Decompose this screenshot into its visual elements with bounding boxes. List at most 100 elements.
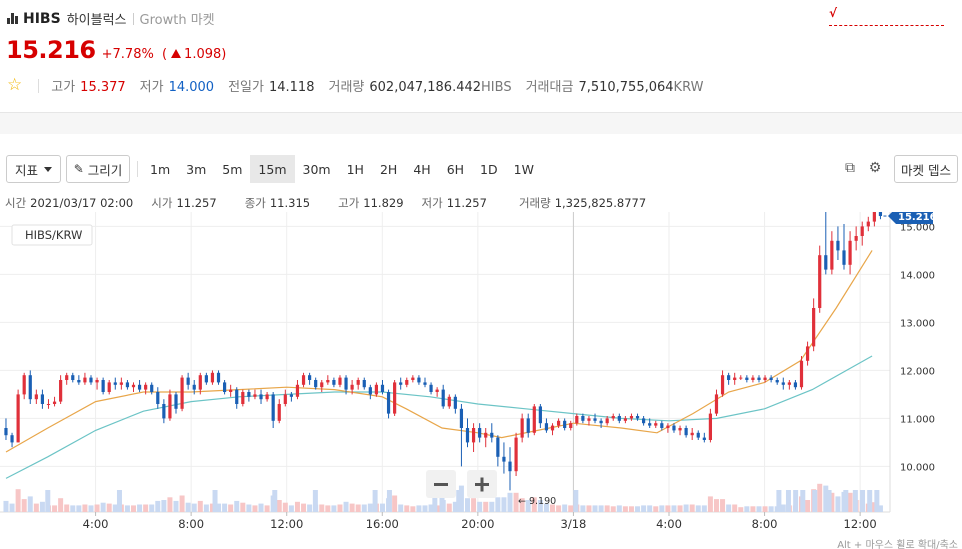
interval-tab-4h[interactable]: 4H: [413, 161, 431, 177]
candle-body: [65, 375, 69, 380]
volume-bar: [843, 490, 849, 512]
volume-bar: [671, 505, 677, 512]
time-tick-label: 16:00: [366, 517, 399, 531]
volume-bar: [793, 490, 799, 512]
candle-body: [757, 377, 761, 380]
zoom-in-button[interactable]: [467, 470, 497, 498]
volume-bar: [234, 500, 240, 512]
candle-body: [453, 396, 457, 409]
candle-body: [830, 240, 834, 270]
candle-body: [137, 384, 142, 390]
candle-body: [739, 377, 743, 379]
corner-mark: √: [829, 6, 944, 26]
time-tick-label: 20:00: [461, 517, 494, 531]
candle-body: [277, 404, 281, 421]
volume-bar: [39, 501, 45, 512]
candle-body: [241, 392, 245, 404]
interval-tab-2h[interactable]: 2H: [379, 161, 398, 177]
volume-bar: [112, 504, 118, 512]
candle-body: [362, 380, 366, 388]
volume-bar: [94, 504, 100, 512]
candle-body: [538, 406, 542, 424]
candle-body: [733, 377, 737, 380]
candle-body: [793, 382, 798, 388]
volume-bar: [726, 504, 732, 512]
volume-bar: [137, 504, 143, 512]
volume-bar: [106, 503, 112, 512]
volume-bar: [191, 503, 197, 512]
info-close: 종가 11.315: [244, 196, 311, 210]
interval-tab-1m[interactable]: 1m: [150, 161, 171, 177]
zoom-out-button[interactable]: [426, 470, 456, 498]
candle-body: [216, 372, 221, 383]
interval-tab-15m[interactable]: 15m: [250, 155, 295, 183]
candle-body: [587, 418, 591, 421]
interval-tab-6h[interactable]: 6H: [446, 161, 465, 177]
draw-button[interactable]: ✎ 그리기: [66, 155, 130, 183]
candle-body: [393, 382, 397, 414]
candle-body: [751, 377, 755, 380]
volume-bar: [131, 505, 136, 512]
interval-tab-1w[interactable]: 1W: [513, 161, 534, 177]
volume-bar: [756, 506, 762, 512]
candle-body: [417, 377, 421, 383]
candle-body: [429, 384, 433, 392]
candle-body: [77, 380, 81, 383]
volume-bar: [823, 485, 829, 512]
candle-body: [848, 240, 852, 265]
price-change: +7.78% (1.098): [102, 47, 227, 62]
price-chart[interactable]: 15.000 14.000 13.000 12.000 11.000 10.000 4:0…: [0, 212, 962, 549]
interval-tab-1h[interactable]: 1H: [346, 161, 364, 177]
volume-bar: [432, 490, 438, 512]
time-tick-label: 4:00: [83, 517, 109, 531]
volume-bar: [456, 490, 462, 512]
gear-icon[interactable]: ⚙: [868, 160, 882, 176]
candle-body: [204, 375, 208, 383]
volume-bar: [812, 490, 818, 512]
candle-body: [599, 420, 603, 424]
volume-bar: [264, 505, 270, 512]
candle-body: [447, 396, 451, 407]
divider: [137, 161, 138, 177]
volume-bar: [282, 502, 288, 512]
change-amount: 1.098: [184, 47, 222, 62]
volume-bar: [586, 505, 592, 512]
candle-body: [720, 375, 725, 395]
candle-body: [878, 212, 883, 217]
candle-body: [247, 392, 251, 397]
candle-body: [180, 377, 184, 409]
zoom-controls: [426, 470, 497, 498]
volume-bar: [422, 505, 428, 512]
candle-body: [836, 240, 840, 251]
candle-body: [192, 384, 196, 390]
interval-tab-5m[interactable]: 5m: [222, 161, 243, 177]
interval-tab-1d[interactable]: 1D: [480, 161, 498, 177]
interval-tab-3m[interactable]: 3m: [186, 161, 207, 177]
volume-bar: [847, 492, 853, 512]
candle-body: [684, 428, 688, 436]
candle-body: [386, 392, 391, 414]
candle-body: [690, 432, 694, 436]
interval-tab-30m[interactable]: 30m: [302, 161, 331, 177]
candle-body: [532, 406, 536, 433]
volume-bar: [222, 503, 228, 512]
candle-body: [332, 380, 336, 385]
info-time: 시간 2021/03/17 02:00: [5, 196, 134, 210]
check-mark: √: [829, 6, 838, 20]
candle-body: [714, 394, 719, 414]
candle-body: [824, 255, 828, 270]
candle-body: [544, 423, 549, 431]
candle-body: [581, 416, 585, 421]
volume-bar: [464, 498, 470, 512]
candle-body: [10, 435, 14, 443]
candle-body: [368, 387, 372, 395]
volume-bar: [325, 505, 331, 512]
candle-info-bar: 시간 2021/03/17 02:00 시가 11.257 종가 11.315 고가 1…: [5, 195, 664, 211]
market-depth-button[interactable]: 마켓 뎁스: [894, 155, 958, 183]
volume-bar: [272, 490, 278, 512]
indicator-dropdown[interactable]: 지표: [6, 155, 61, 183]
star-icon[interactable]: ☆: [7, 75, 23, 95]
minus-icon: [434, 483, 448, 486]
volume-bar: [246, 504, 252, 512]
popout-icon[interactable]: ⧉: [845, 160, 855, 176]
